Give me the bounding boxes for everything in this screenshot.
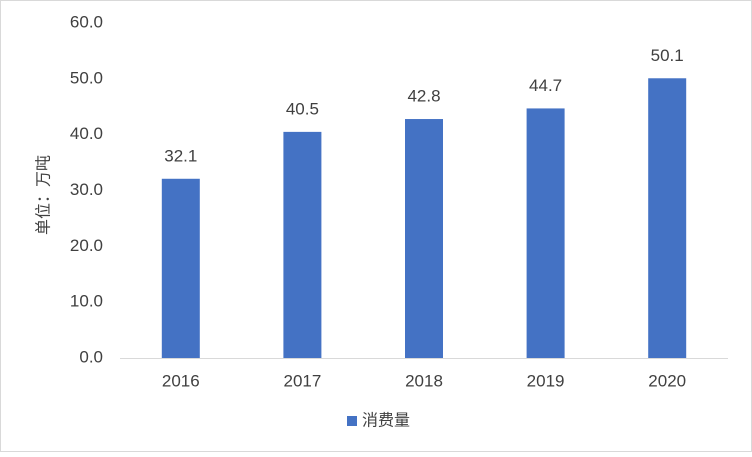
data-label: 32.1 — [164, 146, 197, 165]
legend-swatch — [347, 416, 357, 426]
legend-label: 消费量 — [362, 411, 410, 430]
y-axis-label: 单位：万吨 — [34, 155, 53, 235]
x-tick-label: 2019 — [527, 371, 565, 390]
y-tick-label: 20.0 — [70, 236, 103, 255]
bar — [283, 131, 322, 358]
data-label: 44.7 — [529, 76, 562, 95]
bar — [161, 178, 200, 358]
y-tick-label: 40.0 — [70, 124, 103, 143]
x-tick-label: 2018 — [405, 371, 443, 390]
bar — [648, 78, 687, 359]
y-tick-label: 0.0 — [79, 347, 103, 366]
y-tick-label: 60.0 — [70, 12, 103, 31]
data-label: 40.5 — [286, 99, 319, 118]
x-tick-label: 2020 — [648, 371, 686, 390]
data-label: 42.8 — [407, 87, 440, 106]
bar — [526, 108, 565, 358]
bar — [405, 119, 443, 359]
data-label: 50.1 — [651, 46, 684, 65]
x-tick-label: 2016 — [162, 371, 200, 390]
y-tick-label: 10.0 — [70, 292, 103, 311]
y-tick-label: 50.0 — [70, 68, 103, 87]
y-tick-label: 30.0 — [70, 180, 103, 199]
x-tick-label: 2017 — [283, 371, 321, 390]
